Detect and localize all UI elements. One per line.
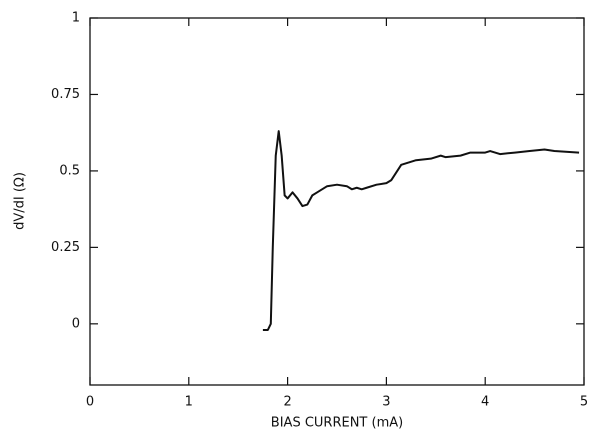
y-tick-label: 0.75 xyxy=(51,87,80,102)
x-tick-label: 0 xyxy=(86,395,94,410)
y-tick-label: 0.5 xyxy=(59,163,80,178)
y-tick-label: 0 xyxy=(72,316,80,331)
data-line xyxy=(262,130,580,331)
x-tick-label: 2 xyxy=(283,395,291,410)
x-tick-label: 1 xyxy=(185,395,193,410)
plot-frame xyxy=(89,17,585,386)
x-tick-label: 5 xyxy=(580,395,588,410)
x-tick-label: 3 xyxy=(382,395,390,410)
x-tick-label: 4 xyxy=(481,395,489,410)
x-axis-title: BIAS CURRENT (mA) xyxy=(271,416,403,431)
y-tick-label: 1 xyxy=(72,11,80,26)
y-tick-label: 0.25 xyxy=(51,240,80,255)
y-axis-title: dV/dI (Ω) xyxy=(13,172,28,230)
